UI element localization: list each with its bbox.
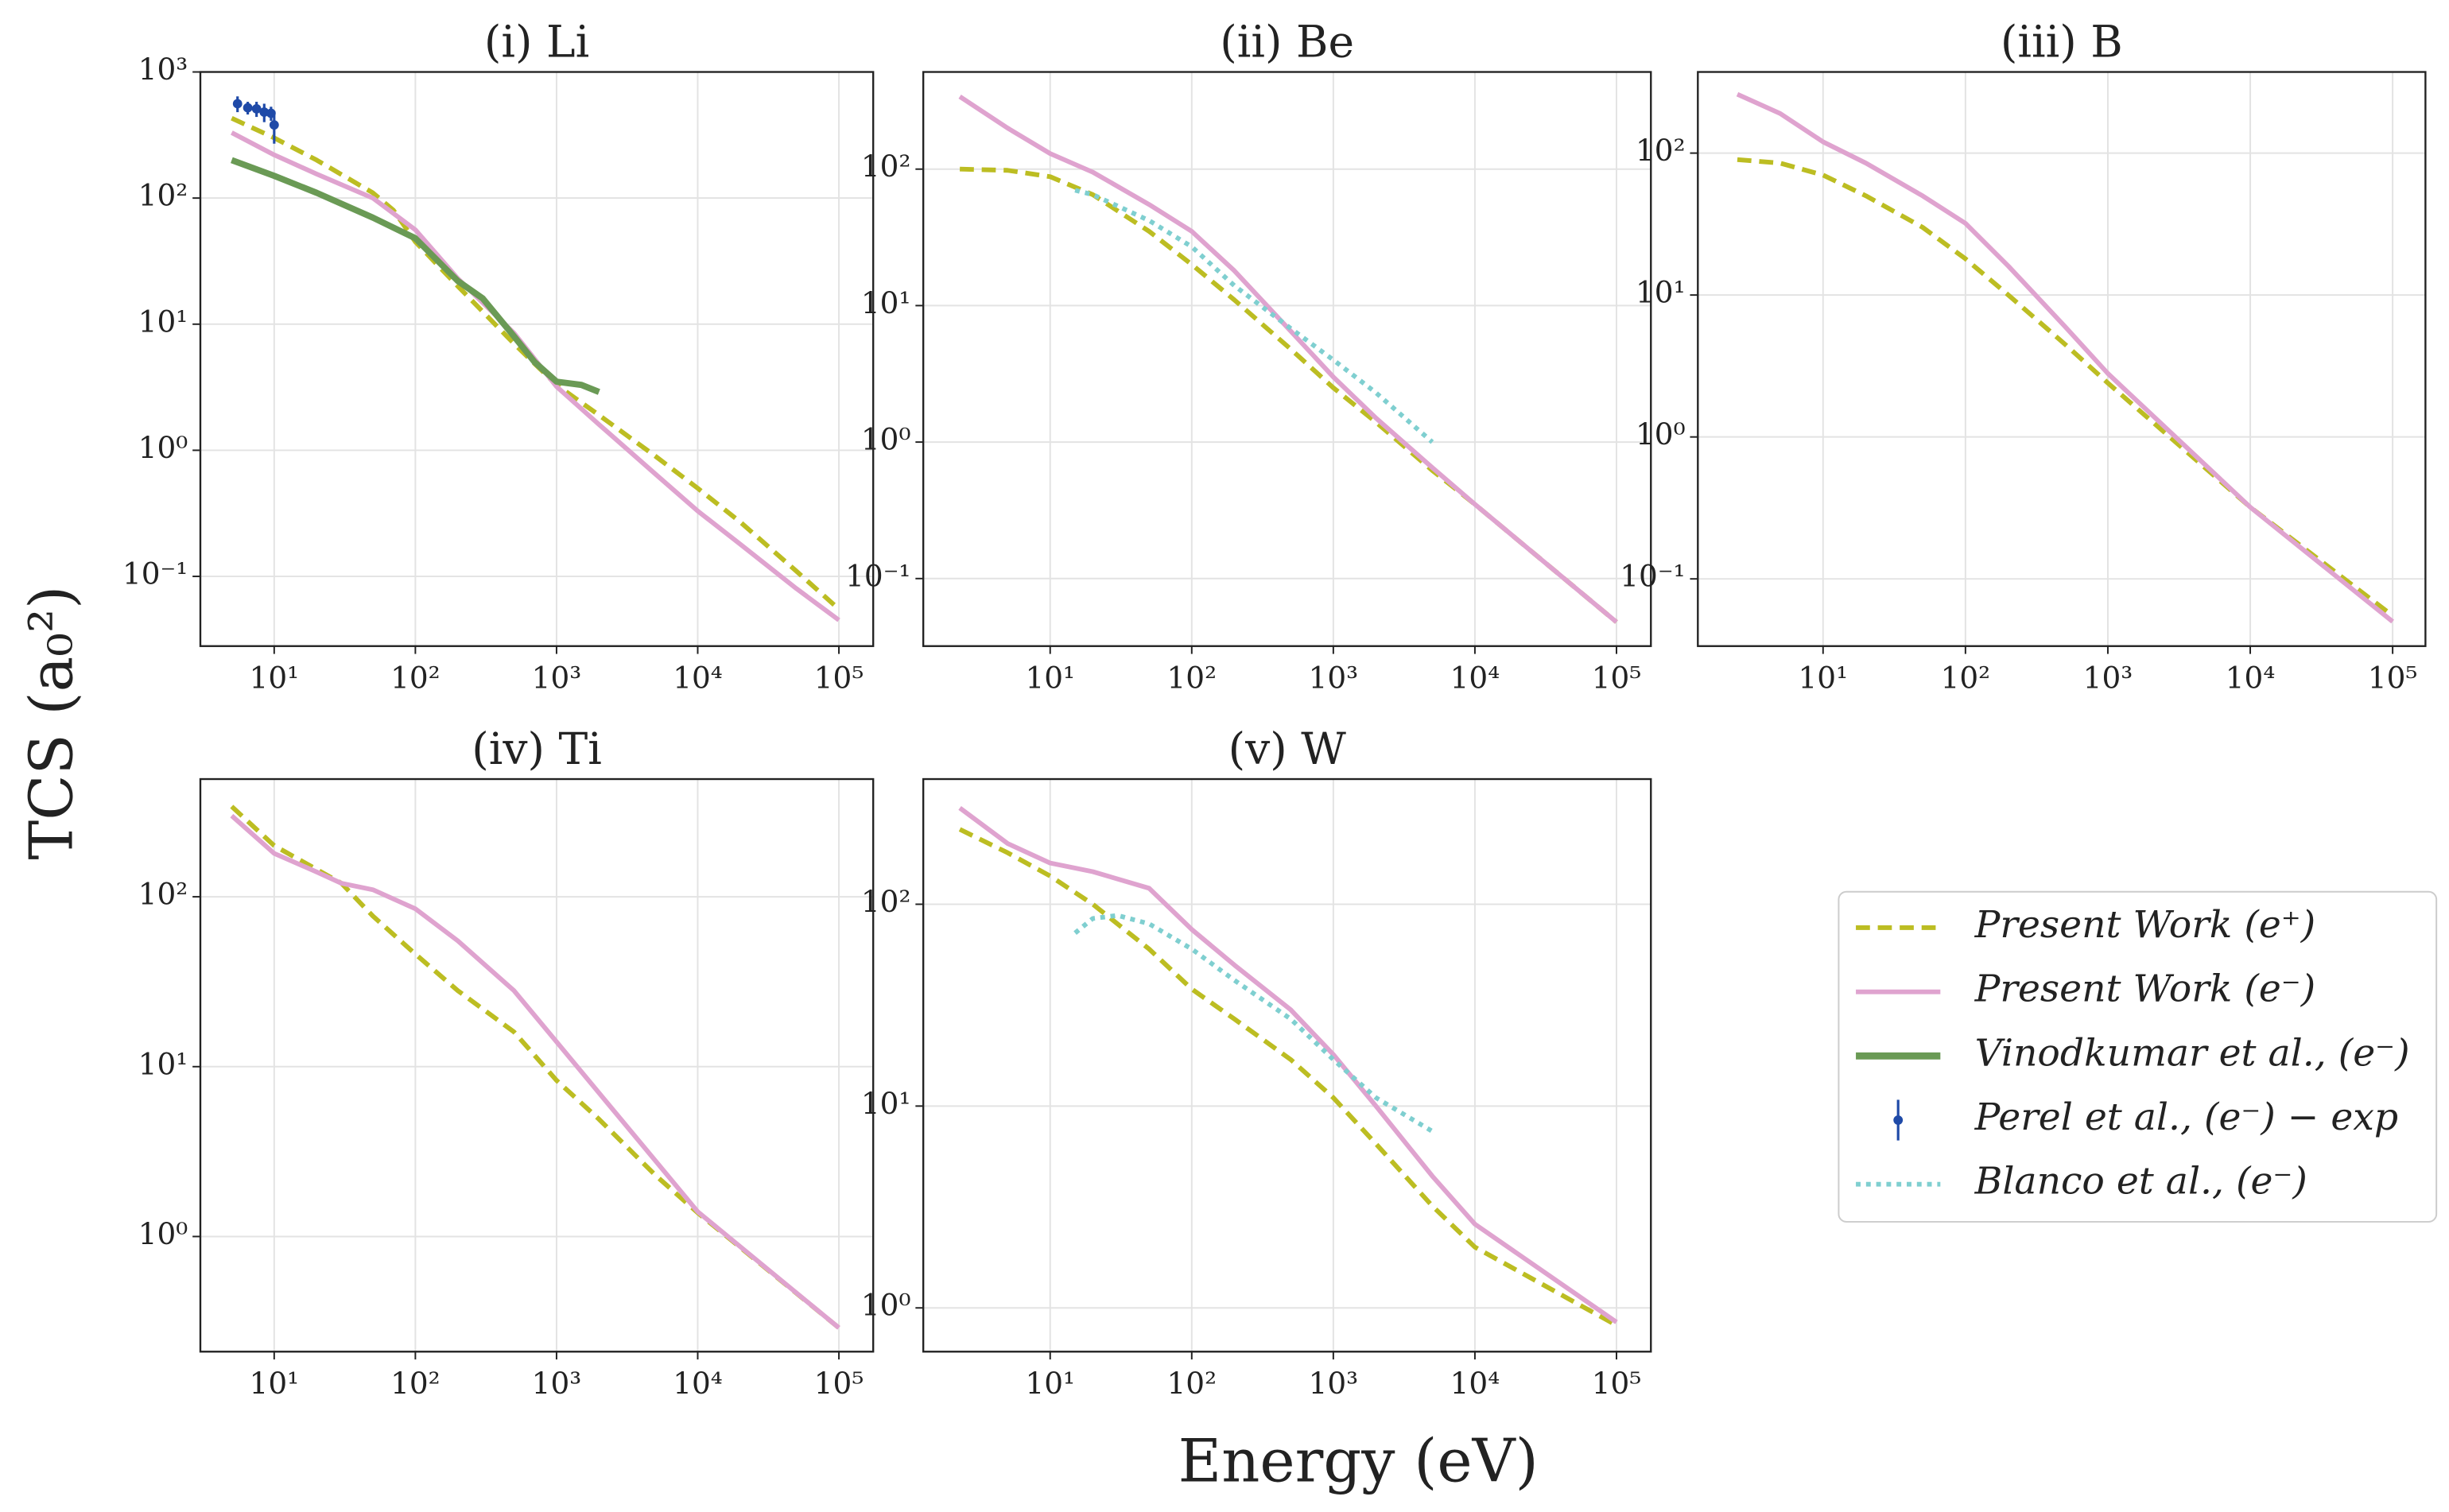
series-line	[1074, 188, 1434, 444]
series-line	[1737, 157, 2394, 618]
y-tick-label: 10⁰	[861, 1288, 911, 1323]
y-tick-label: 10¹	[138, 1046, 188, 1081]
data-point	[232, 99, 243, 109]
axes-frame	[922, 777, 1652, 1353]
y-tick-label: 10⁰	[861, 422, 911, 457]
plot-area	[958, 805, 1618, 1328]
x-tick-label: 10³	[532, 661, 582, 696]
y-tick-label: 10¹	[1636, 275, 1686, 310]
data-point	[251, 104, 262, 114]
plot-area	[230, 804, 840, 1330]
panel-title: (iii) B	[2001, 17, 2123, 68]
y-tick-label: 10⁰	[138, 1216, 188, 1251]
legend-label: Present Work (e⁻)	[1974, 967, 2316, 1011]
plot-area	[1736, 91, 2394, 624]
x-tick-label: 10³	[532, 1366, 582, 1401]
legend-box	[1838, 890, 2438, 1223]
x-tick-label: 10²	[1167, 661, 1217, 696]
y-axis-label: TCS (a₀²)	[17, 586, 86, 860]
panel-title: (iv) Ti	[472, 723, 602, 774]
y-tick-label: 10²	[138, 178, 188, 213]
y-tick-label: 10²	[1636, 133, 1686, 168]
x-axis-label: Energy (eV)	[1178, 1426, 1539, 1495]
series-line	[958, 827, 1618, 1328]
axes-frame	[922, 71, 1652, 647]
x-tick-label: 10²	[1167, 1366, 1217, 1401]
x-tick-label: 10⁵	[814, 1366, 864, 1401]
plot-area	[958, 95, 1618, 624]
x-tick-label: 10⁵	[1592, 661, 1642, 696]
x-tick-label: 10⁴	[673, 661, 723, 696]
y-tick-label: 10²	[861, 149, 911, 184]
panel-title: (i) Li	[484, 17, 589, 68]
legend-label: Blanco et al., (e⁻)	[1974, 1160, 2307, 1204]
legend-label: Vinodkumar et al., (e⁻)	[1975, 1031, 2410, 1075]
y-tick-label: 10¹	[861, 285, 911, 320]
data-point	[269, 120, 279, 130]
series-line	[960, 166, 1618, 624]
y-tick-label: 10²	[138, 877, 188, 912]
plot-area	[231, 96, 841, 622]
series-line	[230, 813, 840, 1330]
series-line	[231, 130, 840, 622]
x-tick-label: 10³	[1309, 1366, 1359, 1401]
y-tick-label: 10⁰	[138, 430, 188, 465]
x-tick-label: 10¹	[1025, 1366, 1075, 1401]
series-line	[958, 95, 1618, 624]
axes-frame	[199, 71, 875, 647]
x-tick-label: 10⁵	[814, 661, 864, 696]
y-tick-label: 10⁻¹	[845, 558, 910, 593]
x-tick-label: 10¹	[250, 661, 300, 696]
panel-title: (v) W	[1228, 723, 1347, 774]
y-tick-label: 10²	[861, 884, 911, 919]
series-line	[958, 805, 1618, 1324]
x-tick-label: 10⁴	[1450, 1366, 1500, 1401]
y-tick-label: 10⁻¹	[1620, 559, 1685, 594]
x-tick-label: 10¹	[1025, 661, 1075, 696]
y-tick-label: 10¹	[138, 304, 188, 339]
y-tick-label: 10¹	[861, 1086, 911, 1121]
legend-label: Present Work (e⁺)	[1974, 903, 2316, 947]
axes-frame	[1697, 71, 2427, 647]
x-tick-label: 10⁴	[1450, 661, 1500, 696]
series-line	[231, 115, 841, 611]
series-line	[1736, 91, 2394, 624]
data-point	[243, 103, 253, 113]
axes-frame	[199, 777, 875, 1353]
x-tick-label: 10²	[390, 661, 441, 696]
x-tick-label: 10³	[2083, 661, 2133, 696]
legend-swatch	[1893, 1115, 1904, 1125]
y-tick-label: 10⁰	[1636, 417, 1686, 452]
x-tick-label: 10⁵	[1592, 1366, 1642, 1401]
y-tick-label: 10⁻¹	[122, 556, 188, 591]
panel-title: (ii) Be	[1220, 17, 1354, 68]
x-tick-label: 10¹	[1799, 661, 1849, 696]
series-line	[1073, 913, 1434, 1134]
x-tick-label: 10²	[1941, 661, 1991, 696]
x-tick-label: 10⁴	[2226, 661, 2276, 696]
y-tick-label: 10³	[138, 52, 188, 87]
legend-label: Perel et al., (e⁻) − exp	[1974, 1095, 2399, 1139]
series-line	[231, 157, 600, 395]
x-tick-label: 10³	[1309, 661, 1359, 696]
x-tick-label: 10⁵	[2368, 661, 2418, 696]
x-tick-label: 10¹	[250, 1366, 300, 1401]
x-tick-label: 10²	[390, 1366, 441, 1401]
x-tick-label: 10⁴	[673, 1366, 723, 1401]
